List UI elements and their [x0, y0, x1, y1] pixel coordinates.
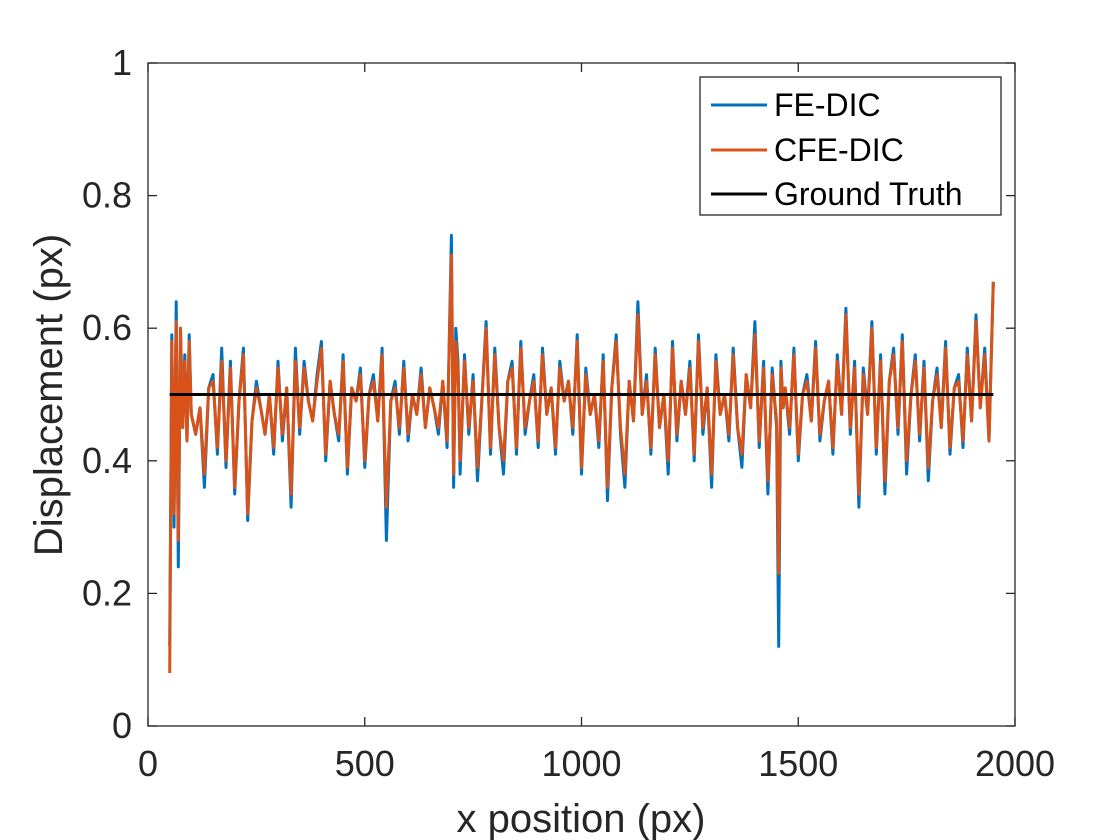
x-tick-label: 1500 [758, 743, 838, 784]
x-tick-label: 0 [138, 743, 158, 784]
y-tick-label: 0.4 [82, 440, 132, 481]
y-tick-label: 1 [112, 42, 132, 83]
y-tick-label: 0 [112, 705, 132, 746]
legend: FE-DIC CFE-DIC Ground Truth [699, 76, 1002, 216]
legend-label-ground-truth: Ground Truth [774, 176, 963, 212]
axes-box [147, 62, 1016, 727]
y-tick-label: 0.6 [82, 307, 132, 348]
series-lines [168, 233, 995, 674]
y-axis-label: Displacement (px) [27, 234, 71, 556]
legend-box [699, 76, 1002, 216]
x-tick-label: 1000 [541, 743, 621, 784]
x-axis-label: x position (px) [457, 797, 706, 840]
y-tick-label: 0.8 [82, 175, 132, 216]
series-line-cfe-dic [168, 253, 995, 674]
x-tick-label: 2000 [975, 743, 1055, 784]
y-tick-label: 0.2 [82, 572, 132, 613]
legend-label-fe-dic: FE-DIC [774, 87, 881, 123]
axis-ticks: 0 500 1000 1500 2000 0 0.2 0.4 0.6 0.8 1 [82, 42, 1055, 784]
x-tick-label: 500 [335, 743, 395, 784]
legend-label-cfe-dic: CFE-DIC [774, 132, 904, 168]
